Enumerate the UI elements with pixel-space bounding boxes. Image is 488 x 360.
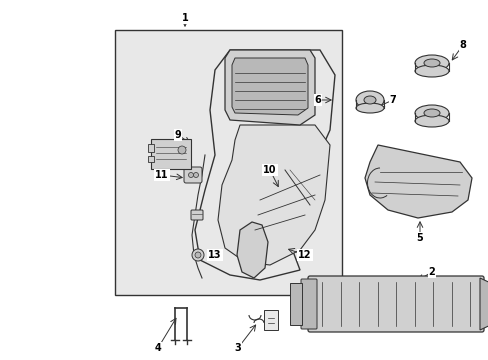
Polygon shape [218, 125, 329, 265]
Polygon shape [237, 222, 267, 278]
Text: 5: 5 [416, 233, 423, 243]
Circle shape [178, 146, 185, 154]
Text: 6: 6 [314, 95, 321, 105]
Text: 12: 12 [298, 250, 311, 260]
Text: 2: 2 [428, 267, 434, 277]
Polygon shape [479, 278, 488, 330]
Text: 10: 10 [263, 165, 276, 175]
FancyBboxPatch shape [307, 276, 483, 332]
Ellipse shape [414, 65, 448, 77]
Ellipse shape [363, 96, 375, 104]
Circle shape [188, 172, 193, 177]
FancyBboxPatch shape [148, 156, 154, 162]
Polygon shape [224, 50, 314, 125]
Text: 3: 3 [234, 343, 241, 353]
Text: 7: 7 [389, 95, 396, 105]
Text: 4: 4 [154, 343, 161, 353]
FancyBboxPatch shape [151, 139, 191, 169]
FancyBboxPatch shape [191, 210, 203, 220]
FancyBboxPatch shape [183, 167, 202, 183]
Text: 9: 9 [174, 130, 181, 140]
Ellipse shape [423, 109, 439, 117]
Polygon shape [364, 145, 471, 218]
Polygon shape [195, 50, 334, 280]
Ellipse shape [414, 55, 448, 71]
Circle shape [193, 172, 198, 177]
Circle shape [195, 252, 201, 258]
Bar [115, 30, 341, 295]
Ellipse shape [355, 103, 383, 113]
Text: 11: 11 [155, 170, 168, 180]
Ellipse shape [355, 91, 383, 109]
FancyBboxPatch shape [301, 279, 316, 329]
Polygon shape [231, 58, 307, 115]
Text: 8: 8 [459, 40, 466, 50]
Text: 13: 13 [208, 250, 221, 260]
Circle shape [192, 249, 203, 261]
FancyBboxPatch shape [264, 310, 278, 330]
Text: 1: 1 [181, 13, 188, 23]
Ellipse shape [414, 115, 448, 127]
Polygon shape [289, 283, 302, 325]
FancyBboxPatch shape [148, 144, 154, 152]
Ellipse shape [423, 59, 439, 67]
Ellipse shape [414, 105, 448, 121]
